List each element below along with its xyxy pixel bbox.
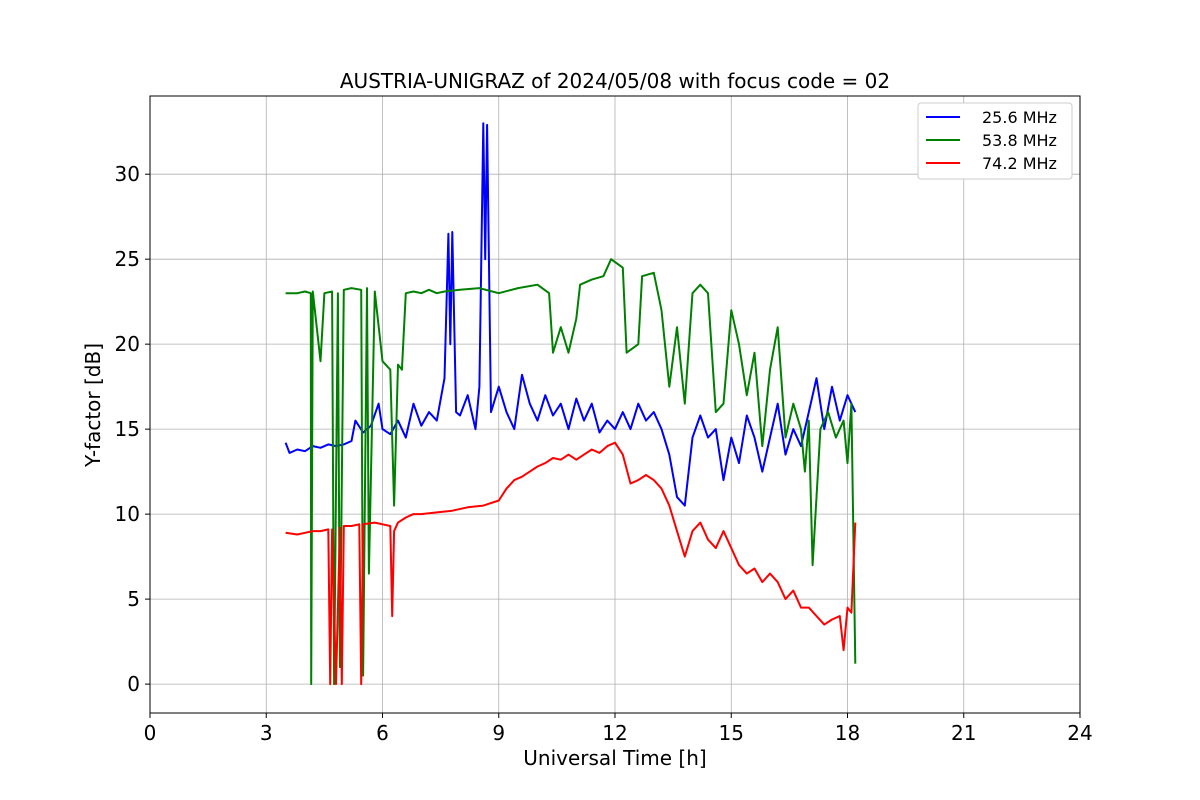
legend-label-1: 53.8 MHz <box>982 131 1057 150</box>
x-axis-label: Universal Time [h] <box>523 746 706 770</box>
y-tick-label: 20 <box>115 332 140 356</box>
y-ticks: 0 5 10 15 20 25 30 <box>115 162 150 696</box>
y-tick-label: 5 <box>127 587 140 611</box>
y-tick-label: 30 <box>115 162 140 186</box>
y-tick-label: 10 <box>115 502 140 526</box>
y-tick-label: 15 <box>115 417 140 441</box>
x-tick-label: 12 <box>602 721 627 745</box>
legend-box <box>917 102 1073 180</box>
x-tick-label: 9 <box>492 721 505 745</box>
y-axis-label: Y-factor [dB] <box>81 343 105 468</box>
legend-label-0: 25.6 MHz <box>982 108 1057 127</box>
y-tick-label: 0 <box>127 672 140 696</box>
legend-label-2: 74.2 MHz <box>982 154 1057 173</box>
x-ticks: 0 3 6 9 12 15 18 21 24 <box>144 713 1093 745</box>
series-line-25-6-mhz <box>284 122 857 507</box>
x-tick-label: 18 <box>835 721 860 745</box>
y-tick-label: 25 <box>115 247 140 271</box>
x-tick-label: 3 <box>260 721 273 745</box>
series-line-53-8-mhz <box>285 258 857 686</box>
series-line-74-2-mhz <box>285 441 857 686</box>
legend: 25.6 MHz 53.8 MHz 74.2 MHz <box>917 102 1073 180</box>
x-tick-label: 0 <box>144 721 157 745</box>
x-tick-label: 15 <box>719 721 744 745</box>
chart-title: AUSTRIA-UNIGRAZ of 2024/05/08 with focus… <box>340 69 890 93</box>
x-tick-label: 6 <box>376 721 389 745</box>
x-tick-label: 24 <box>1067 721 1092 745</box>
plot-series <box>284 122 857 686</box>
x-tick-label: 21 <box>951 721 976 745</box>
